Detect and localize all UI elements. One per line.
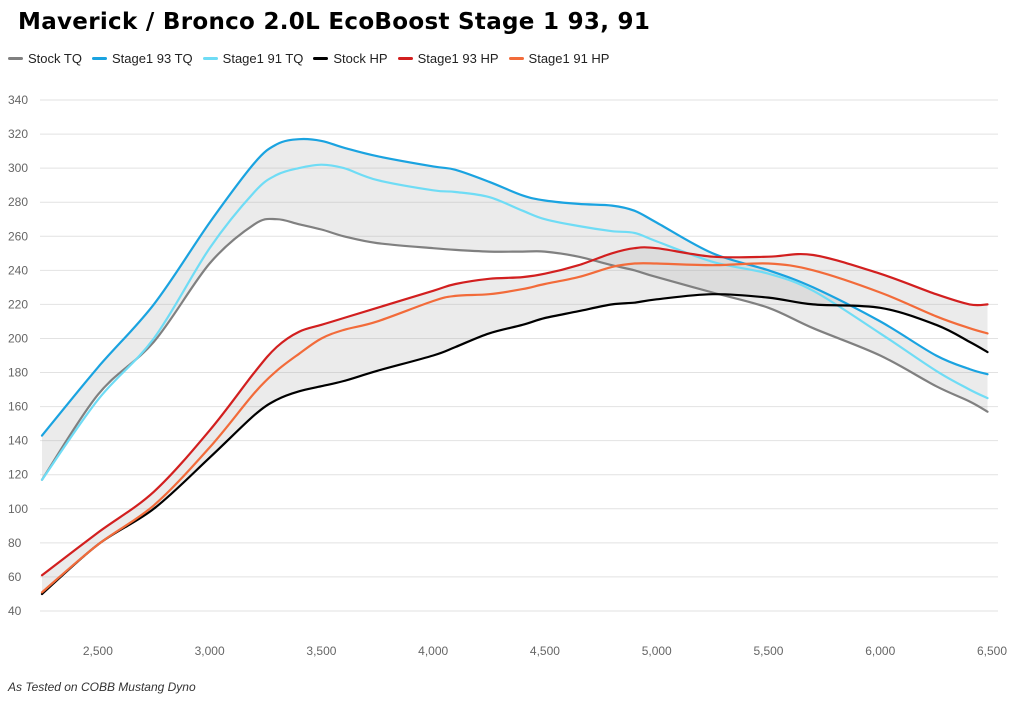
x-tick-label: 4,500 xyxy=(530,644,560,658)
series-line-stage1-93-tq xyxy=(40,137,989,437)
series-line-stage1-93-hp xyxy=(40,246,989,577)
y-tick-label: 180 xyxy=(8,366,28,380)
x-tick-label: 6,000 xyxy=(865,644,895,658)
x-tick-label: 3,500 xyxy=(306,644,336,658)
y-tick-label: 220 xyxy=(8,297,28,311)
footnote: As Tested on COBB Mustang Dyno xyxy=(8,680,196,694)
legend-label: Stock TQ xyxy=(28,51,82,66)
legend-swatch xyxy=(508,57,524,60)
series-line-stage1-91-hp xyxy=(40,262,989,594)
y-tick-label: 200 xyxy=(8,331,28,345)
y-tick-label: 340 xyxy=(8,93,28,107)
y-tick-label: 60 xyxy=(8,570,22,584)
legend-item-stage1-93-hp: Stage1 93 HP xyxy=(397,51,499,66)
legend-label: Stage1 93 HP xyxy=(417,51,499,66)
x-tick-label: 6,500 xyxy=(977,644,1007,658)
series-line-stage1-91-tq xyxy=(40,163,989,481)
y-tick-label: 80 xyxy=(8,536,22,550)
y-tick-label: 160 xyxy=(8,400,28,414)
x-tick-label: 4,000 xyxy=(418,644,448,658)
x-tick-label: 5,500 xyxy=(753,644,783,658)
chart-legend: Stock TQ Stage1 93 TQ Stage1 91 TQ Stock HP… xyxy=(8,51,609,66)
y-tick-label: 300 xyxy=(8,161,28,175)
y-tick-label: 100 xyxy=(8,502,28,516)
legend-item-stage1-93-tq: Stage1 93 TQ xyxy=(91,51,193,66)
y-tick-label: 40 xyxy=(8,604,22,618)
legend-label: Stock HP xyxy=(333,51,388,66)
legend-label: Stage1 91 TQ xyxy=(222,51,304,66)
y-tick-label: 280 xyxy=(8,195,28,209)
legend-item-stage1-91-tq: Stage1 91 TQ xyxy=(202,51,304,66)
y-tick-label: 260 xyxy=(8,229,28,243)
y-tick-label: 120 xyxy=(8,468,28,482)
y-tick-label: 240 xyxy=(8,263,28,277)
x-tick-label: 5,000 xyxy=(642,644,672,658)
legend-swatch xyxy=(8,57,23,60)
legend-swatch xyxy=(202,57,218,60)
x-tick-label: 3,000 xyxy=(195,644,225,658)
legend-item-stock-hp: Stock HP xyxy=(313,51,388,66)
y-tick-label: 320 xyxy=(8,127,28,141)
legend-swatch xyxy=(91,57,107,60)
legend-item-stage1-91-hp: Stage1 91 HP xyxy=(508,51,610,66)
legend-item-stock-tq: Stock TQ xyxy=(8,51,82,66)
legend-label: Stage1 93 TQ xyxy=(111,51,193,66)
x-tick-label: 2,500 xyxy=(83,644,113,658)
legend-label: Stage1 91 HP xyxy=(528,51,610,66)
series-line-stock-tq xyxy=(40,217,989,481)
chart-title: Maverick / Bronco 2.0L EcoBoost Stage 1 … xyxy=(18,9,651,35)
legend-swatch xyxy=(397,57,413,60)
legend-swatch xyxy=(313,57,329,60)
series-line-stock-hp xyxy=(40,293,989,596)
y-tick-label: 140 xyxy=(8,434,28,448)
